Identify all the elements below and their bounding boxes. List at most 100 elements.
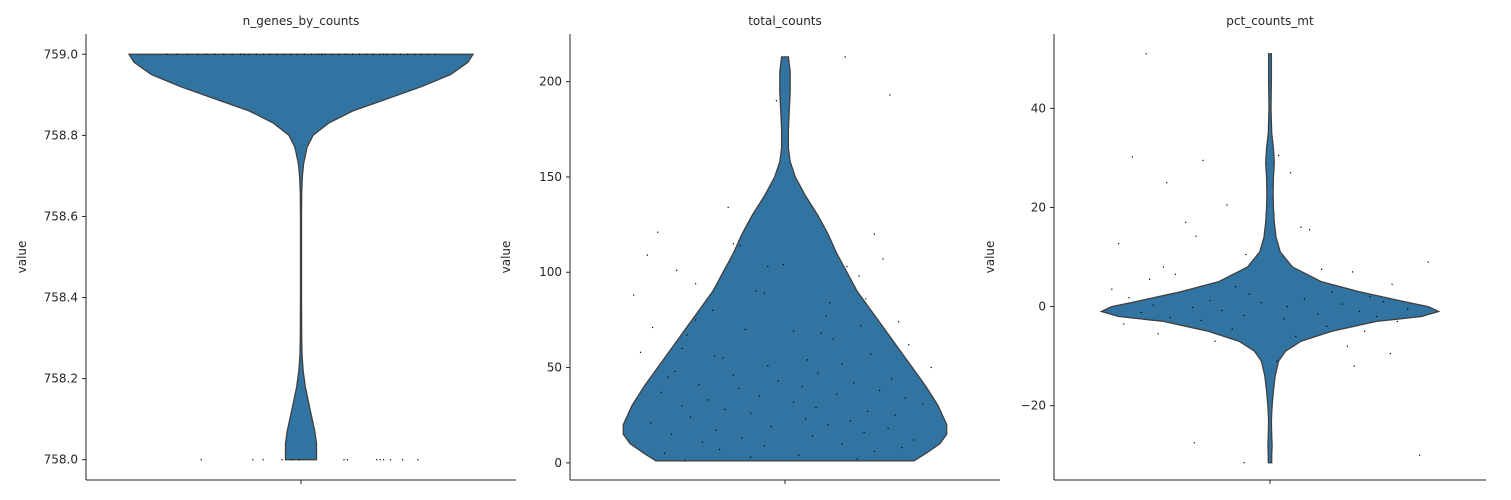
data-point: [841, 363, 843, 365]
data-point: [686, 334, 688, 336]
data-point: [1111, 288, 1113, 290]
data-point: [667, 376, 669, 378]
data-point: [793, 330, 795, 332]
data-point: [1157, 333, 1159, 335]
data-point: [793, 401, 795, 403]
data-point: [1358, 310, 1360, 313]
data-point: [1331, 291, 1333, 293]
data-point: [1248, 293, 1250, 295]
data-point: [1149, 278, 1151, 280]
data-point: [681, 347, 683, 350]
data-point: [913, 439, 915, 441]
y-tick-label: −20: [1021, 399, 1046, 413]
data-point: [290, 53, 292, 55]
data-point: [1303, 298, 1305, 300]
data-point: [841, 443, 843, 445]
data-point: [1278, 154, 1280, 156]
data-point: [1276, 360, 1278, 362]
data-point: [674, 370, 676, 372]
data-point: [681, 405, 683, 407]
y-tick-label: 759.0: [44, 47, 78, 61]
data-point: [832, 338, 834, 340]
data-point: [901, 447, 903, 449]
data-point: [255, 53, 257, 55]
data-point: [827, 424, 829, 426]
data-point: [176, 53, 178, 55]
violin-body: [622, 56, 948, 462]
data-point: [867, 410, 869, 412]
data-point: [1290, 172, 1292, 174]
data-point: [214, 53, 216, 55]
data-point: [1391, 283, 1393, 285]
data-point: [846, 265, 848, 268]
data-point: [894, 414, 896, 416]
data-point: [1185, 221, 1187, 223]
data-point: [646, 254, 648, 256]
data-point: [873, 233, 875, 235]
data-point: [652, 326, 654, 329]
data-point: [281, 459, 283, 461]
data-point: [321, 53, 323, 55]
y-tick-label: 758.0: [44, 453, 78, 467]
data-point: [1152, 304, 1154, 306]
panel-total-counts: total_counts value 0 50 100 150 200: [499, 14, 1000, 484]
data-point: [763, 292, 765, 294]
data-point: [379, 53, 381, 55]
data-point: [660, 391, 662, 393]
data-point: [1209, 300, 1211, 302]
data-point: [1427, 261, 1429, 263]
data-point: [713, 355, 716, 357]
panel-n-genes-by-counts: n_genes_by_counts value 758.0 758.2 758.4 7…: [15, 14, 516, 484]
data-point: [1389, 353, 1391, 355]
data-point: [805, 418, 807, 420]
data-point: [331, 53, 333, 55]
data-point: [1396, 320, 1398, 322]
data-point: [389, 459, 391, 461]
data-point: [825, 315, 827, 317]
data-point: [750, 412, 752, 414]
data-point: [715, 429, 717, 431]
data-point: [358, 53, 361, 55]
data-point: [407, 53, 409, 55]
data-point: [887, 427, 889, 430]
data-point: [849, 420, 851, 422]
data-point: [166, 53, 168, 55]
data-point: [860, 325, 862, 327]
data-point: [698, 384, 700, 386]
y-tick-label: 758.4: [44, 291, 78, 305]
data-point: [1326, 325, 1328, 327]
data-point: [689, 416, 691, 418]
y-tick-label: 150: [539, 170, 562, 184]
data-point: [1309, 229, 1311, 231]
data-point: [695, 319, 697, 321]
y-tick-label: 758.2: [44, 372, 78, 386]
data-point: [1174, 273, 1176, 275]
data-point: [777, 380, 779, 382]
data-point: [372, 53, 374, 55]
y-tick-label: 20: [1031, 200, 1046, 214]
data-point: [262, 53, 264, 55]
data-point: [1169, 316, 1171, 319]
data-point: [346, 459, 348, 461]
data-point: [310, 53, 312, 55]
data-point: [1286, 306, 1288, 308]
y-tick-label: 200: [539, 75, 562, 89]
data-point: [343, 459, 345, 461]
data-point: [739, 245, 741, 247]
data-point: [767, 365, 769, 367]
y-axis-label: value: [15, 241, 29, 274]
data-point: [639, 351, 642, 353]
data-point: [1131, 156, 1133, 158]
data-point: [427, 53, 429, 55]
data-point: [1118, 243, 1120, 245]
data-point: [844, 56, 846, 58]
data-point: [750, 456, 752, 458]
y-tick-label: 0: [1038, 300, 1046, 314]
data-point: [434, 53, 436, 55]
data-point: [1231, 328, 1233, 330]
y-tick-label: 40: [1031, 101, 1046, 115]
data-point: [276, 53, 278, 55]
data-point: [1166, 182, 1168, 184]
data-point: [879, 389, 881, 391]
y-tick-label: 758.8: [44, 128, 78, 142]
